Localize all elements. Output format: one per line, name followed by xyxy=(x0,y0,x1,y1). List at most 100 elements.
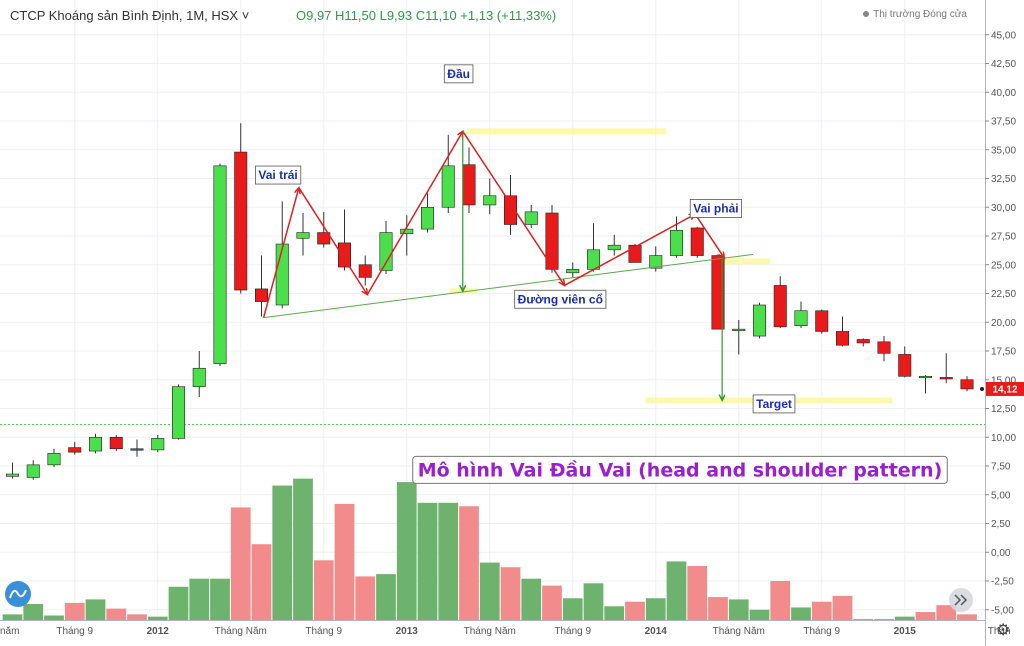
candle-body xyxy=(151,438,165,451)
price-tick-label: 27,50 xyxy=(991,232,1016,243)
pattern-labels: Vai trái Đầu Vai phải Đường viên cổ Target Mô… xyxy=(255,64,948,484)
candle-body xyxy=(794,310,808,326)
candle-body xyxy=(47,453,61,466)
volume-bar xyxy=(708,597,728,620)
volume-bar xyxy=(770,581,791,620)
volume-bar xyxy=(438,502,459,620)
volume-bar xyxy=(334,503,355,620)
price-tick-label: 30,00 xyxy=(991,203,1016,214)
candle-body xyxy=(109,436,123,450)
volume-bar xyxy=(313,560,334,620)
price-tick-label: 42,50 xyxy=(991,59,1016,70)
ohlc-readout: O9,97 H11,50 L9,93 C11,10 +1,13 (+11,33%… xyxy=(296,8,557,23)
wave-icon xyxy=(9,589,27,599)
symbol-title[interactable]: CTCP Khoáng sản Bình Định, 1M, HSX ˅ xyxy=(10,8,249,23)
volume-bar xyxy=(645,598,666,620)
volume-bar xyxy=(728,599,749,620)
volume-bar xyxy=(562,598,583,620)
candle-body xyxy=(172,386,186,439)
candle-body xyxy=(669,229,683,256)
volume-bar xyxy=(2,614,23,620)
volume-bar xyxy=(44,615,64,620)
candle-body xyxy=(234,151,248,291)
volume-bar xyxy=(666,561,687,620)
highlight-band xyxy=(713,258,770,265)
pattern-label: Đường viên cổ xyxy=(518,292,603,306)
volume-bar xyxy=(915,612,936,620)
grid-lines xyxy=(0,0,989,620)
symbol-name[interactable]: CTCP Khoáng sản Bình Định, 1M, HSX xyxy=(10,8,239,23)
candle-body xyxy=(400,228,414,235)
volume-bar xyxy=(894,616,915,620)
candle-body xyxy=(441,165,455,208)
candle-body xyxy=(524,211,538,225)
time-tick-label: 2015 xyxy=(894,626,917,637)
price-tick-label: 5,00 xyxy=(991,490,1011,501)
candle-body xyxy=(130,448,144,451)
volume-bar xyxy=(85,599,106,620)
candle-body xyxy=(503,195,517,225)
candle-body xyxy=(213,165,227,364)
candle-body xyxy=(690,227,704,256)
pattern-label: Vai trái xyxy=(258,168,297,182)
zigzag-arrow xyxy=(564,214,695,287)
volume-bar xyxy=(147,616,168,620)
volume-bar xyxy=(936,605,957,620)
status-dot-icon xyxy=(863,11,870,18)
candle-body xyxy=(711,255,725,330)
chevron-down-icon[interactable]: ˅ xyxy=(241,8,250,23)
gear-icon[interactable]: ⚙ xyxy=(996,622,1011,639)
candle-body xyxy=(420,206,434,230)
volume-bar xyxy=(23,604,44,620)
last-price-tag xyxy=(986,381,1024,396)
time-tick-label: Tháng Năm xyxy=(464,626,516,637)
volume-bar xyxy=(251,544,272,620)
time-tick-label: 2014 xyxy=(645,626,668,637)
volume-bar xyxy=(396,482,417,620)
volume-bar xyxy=(687,566,708,620)
candle-body xyxy=(773,285,787,328)
price-tick-label: 2,50 xyxy=(991,519,1011,530)
candle-body xyxy=(462,164,476,206)
time-tick-label: Tháng 9 xyxy=(803,626,840,637)
price-tick-label: 7,50 xyxy=(991,462,1011,473)
candle-body xyxy=(856,339,870,344)
pattern-label: Đầu xyxy=(447,67,470,81)
zigzag-arrow xyxy=(694,213,724,258)
market-status-text: Thị trường Đóng cửa xyxy=(873,9,967,20)
candle-body xyxy=(296,232,310,239)
time-axis[interactable]: năm Tháng 9 2012 Tháng Năm Tháng 9 2013 Tháng … xyxy=(0,620,1011,646)
volume-bar xyxy=(293,478,313,620)
candle-body xyxy=(649,255,663,269)
candle-body xyxy=(192,367,206,387)
volume-bar xyxy=(749,609,770,620)
pattern-label-box xyxy=(689,198,743,218)
volume-bar xyxy=(417,502,438,620)
volume-bar xyxy=(355,576,376,620)
time-tick-label: Tháng Năm xyxy=(215,626,267,637)
pattern-highlights xyxy=(450,128,893,404)
volume-bar xyxy=(500,567,521,620)
price-tick-label: 22,50 xyxy=(991,289,1016,300)
volume-bar xyxy=(604,606,625,620)
volume-bar xyxy=(791,607,811,620)
candle-body xyxy=(566,269,580,274)
volume-bar xyxy=(542,585,562,620)
volume-bar xyxy=(272,485,293,620)
price-axis[interactable]: -5,00 -2,50 0,00 2,50 5,00 7,50 10,00 12,50 15,0… xyxy=(980,0,1024,646)
candle-body xyxy=(483,195,497,206)
volume-bar xyxy=(168,586,189,620)
volume-bar xyxy=(521,578,542,620)
volume-bar xyxy=(376,574,396,620)
volume-bar xyxy=(106,608,127,620)
candle-body xyxy=(939,377,953,380)
volume-bar xyxy=(811,601,832,620)
candle-body xyxy=(255,288,269,302)
time-tick-label: 2013 xyxy=(396,626,419,637)
price-tick-label: 35,00 xyxy=(991,145,1016,156)
chart-widgets[interactable] xyxy=(5,581,973,612)
double-chevron-right-icon xyxy=(954,594,968,606)
volume-bar xyxy=(64,602,85,620)
price-axis-bg xyxy=(985,0,1024,646)
